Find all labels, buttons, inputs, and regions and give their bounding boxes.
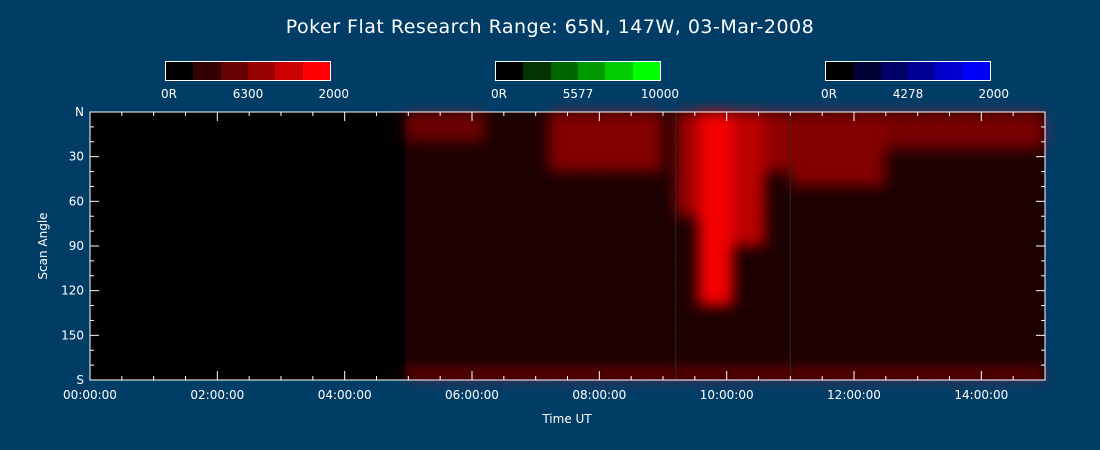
data-layer — [405, 112, 1045, 380]
emission-region — [764, 112, 791, 172]
emission-region — [885, 112, 1045, 150]
colorbar-blue-swatch — [962, 62, 990, 80]
x-tick-label: 10:00:00 — [700, 388, 754, 402]
emission-region — [698, 112, 734, 306]
emission-region — [548, 112, 663, 172]
colorbar-green-min-label: 0R — [491, 87, 507, 101]
x-axis-label: Time UT — [541, 412, 592, 426]
colorbar-blue: 0R 4278 2000 — [821, 61, 1009, 101]
colorbar-red-swatch — [220, 62, 248, 80]
y-tick-label: 120 — [61, 284, 84, 298]
colorbar-blue-swatch — [935, 62, 963, 80]
emission-region — [405, 112, 485, 142]
colorbar-red-max-label: 2000 — [318, 87, 349, 101]
colorbar-red-min-label: 0R — [161, 87, 177, 101]
x-tick-label: 04:00:00 — [318, 388, 372, 402]
emission-region — [790, 112, 886, 187]
colorbar-red-wavelength-label: 6300 — [232, 87, 264, 101]
x-tick-label: 08:00:00 — [572, 388, 626, 402]
colorbar-blue-max-label: 2000 — [978, 87, 1009, 101]
colorbar-red-swatches — [165, 61, 331, 81]
colorbar-blue-wavelength-label: 4278 — [892, 87, 924, 101]
colorbar-green-swatches — [495, 61, 661, 81]
colorbar-green-swatch — [605, 62, 633, 80]
colorbar-red-swatch — [302, 62, 330, 80]
y-tick-label: 150 — [61, 328, 84, 342]
x-tick-label: 06:00:00 — [445, 388, 499, 402]
y-axis-ticks: N 30 60 90 120 150 S — [61, 105, 1045, 387]
y-tick-label: 30 — [69, 150, 84, 164]
colorbar-green-max-label: 10000 — [640, 87, 679, 101]
y-tick-label: N — [75, 105, 84, 119]
x-tick-label: 14:00:00 — [954, 388, 1008, 402]
y-axis-label: Scan Angle — [36, 212, 50, 279]
colorbar-green-swatch — [550, 62, 578, 80]
y-tick-label: 90 — [69, 239, 84, 253]
y-tick-label: S — [76, 373, 84, 387]
colorbar-red-swatch — [247, 62, 276, 80]
x-tick-label: 12:00:00 — [827, 388, 881, 402]
colorbar-blue-swatch — [826, 62, 854, 80]
colorbar-blue-min-label: 0R — [821, 87, 837, 101]
colorbar-red-swatch — [193, 62, 221, 80]
colorbar-blue-swatch — [880, 62, 908, 80]
colorbar-green-swatch — [523, 62, 551, 80]
vertical-lines — [675, 112, 791, 380]
emission-region — [733, 112, 765, 246]
y-tick-label: 60 — [69, 194, 84, 208]
colorbar-green-swatch — [577, 62, 606, 80]
colorbar-blue-swatch — [853, 62, 881, 80]
x-axis-ticks: 00:00:00 02:00:00 04:00:00 06:00:00 08:00:00… — [63, 112, 1046, 402]
x-tick-label: 02:00:00 — [190, 388, 244, 402]
chart-title: Poker Flat Research Range: 65N, 147W, 03… — [285, 16, 815, 38]
colorbar-blue-swatch — [907, 62, 936, 80]
colorbar-red-swatch — [166, 62, 194, 80]
colorbar-red: 0R 6300 2000 — [161, 61, 349, 101]
colorbar-red-swatch — [275, 62, 303, 80]
colorbar-green: 0R 5577 10000 — [491, 61, 679, 101]
colorbar-green-wavelength-label: 5577 — [562, 87, 594, 101]
x-tick-label: 00:00:00 — [63, 388, 117, 402]
emission-glow — [405, 112, 1045, 380]
emission-region — [405, 368, 1045, 380]
colorbar-blue-swatches — [825, 61, 991, 81]
colorbar-green-swatch — [496, 62, 524, 80]
colorbar-green-swatch — [632, 62, 660, 80]
